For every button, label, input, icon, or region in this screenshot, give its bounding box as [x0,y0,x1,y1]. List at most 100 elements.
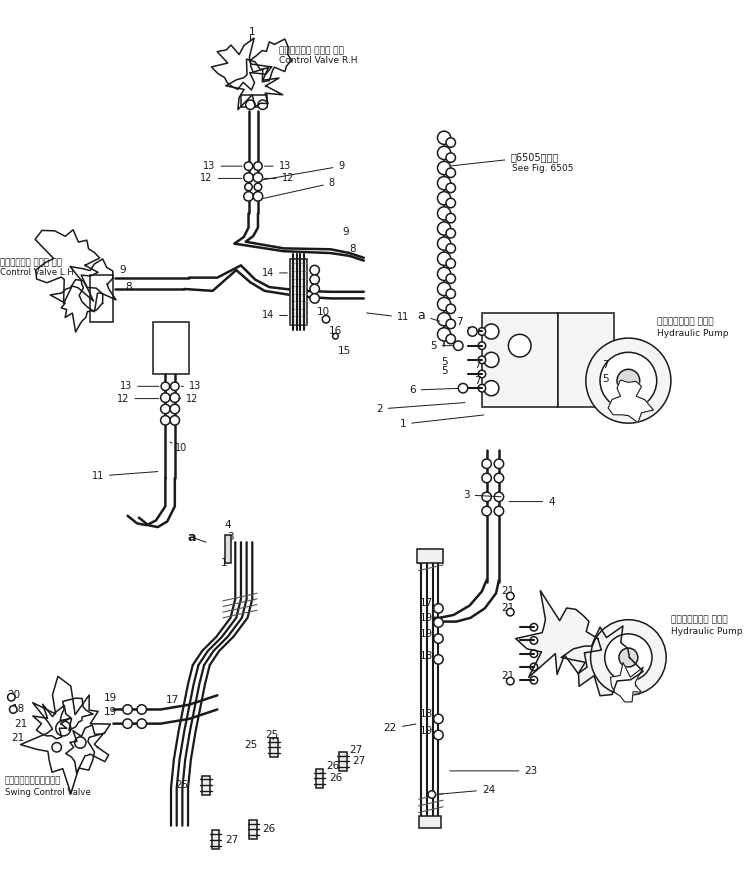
Text: 9: 9 [263,161,344,180]
Circle shape [619,648,638,667]
Circle shape [258,100,267,110]
Text: 7: 7 [474,360,481,369]
Circle shape [446,274,456,284]
Circle shape [446,259,456,268]
Circle shape [446,229,456,238]
Circle shape [484,353,499,368]
Text: 10: 10 [170,442,187,453]
Circle shape [244,162,252,170]
Text: 22: 22 [384,723,416,734]
Circle shape [459,384,468,392]
Circle shape [446,198,456,207]
Circle shape [468,327,477,336]
Text: 4: 4 [509,496,555,507]
Circle shape [428,790,436,798]
Circle shape [52,742,61,752]
Circle shape [434,618,443,627]
Circle shape [478,385,486,392]
Circle shape [161,392,170,402]
Bar [202,775,210,795]
Circle shape [438,268,450,281]
Text: 9: 9 [119,265,125,275]
Text: 19: 19 [104,707,117,718]
Text: 12: 12 [117,393,159,404]
Circle shape [10,705,17,713]
Polygon shape [226,59,282,110]
Circle shape [482,492,492,501]
Text: 18: 18 [11,704,25,714]
Polygon shape [50,280,103,332]
Circle shape [75,737,86,748]
Text: 26: 26 [329,773,342,783]
Circle shape [438,191,450,205]
Polygon shape [515,591,601,677]
Text: 1: 1 [400,415,484,429]
Text: 19: 19 [420,629,433,639]
Circle shape [434,603,443,613]
Text: 4: 4 [224,520,231,530]
Circle shape [137,719,146,728]
Text: 14: 14 [261,310,288,321]
Text: 7: 7 [602,360,609,369]
Polygon shape [211,38,271,90]
Circle shape [434,730,443,740]
Text: Control Valve R.H: Control Valve R.H [279,56,357,65]
Circle shape [434,633,443,643]
Text: 7: 7 [456,317,470,328]
Text: 26: 26 [263,825,276,835]
Text: 26: 26 [320,761,339,773]
Text: 21: 21 [500,587,514,596]
Text: 21: 21 [11,733,25,742]
Text: 12: 12 [179,393,199,404]
Circle shape [530,624,538,631]
Circle shape [137,704,146,714]
Text: コントロール バルブ 左側: コントロール バルブ 左側 [0,258,62,267]
Circle shape [170,382,179,391]
Text: 21: 21 [14,719,28,728]
Circle shape [170,416,179,425]
Text: 25: 25 [176,780,189,790]
Circle shape [7,694,15,701]
Circle shape [591,619,666,696]
Circle shape [253,173,263,183]
Polygon shape [66,725,108,773]
Circle shape [438,222,450,235]
Text: 8: 8 [262,178,335,198]
Text: a: a [187,531,196,544]
Circle shape [617,369,639,392]
Circle shape [506,677,514,685]
Circle shape [530,650,538,657]
Circle shape [482,506,492,516]
Circle shape [506,609,514,616]
Circle shape [244,173,253,183]
Circle shape [484,381,499,396]
Bar [90,275,114,322]
Text: 5: 5 [441,366,448,377]
Circle shape [322,315,329,323]
Text: 7: 7 [474,376,481,385]
Circle shape [530,637,538,644]
Text: 18: 18 [420,709,433,719]
Text: 2: 2 [376,402,465,414]
Text: 19: 19 [420,613,433,623]
Circle shape [478,342,486,349]
Text: 6: 6 [409,385,460,395]
Circle shape [495,459,503,469]
Circle shape [495,492,503,501]
Polygon shape [61,698,93,730]
Circle shape [254,183,261,190]
Text: 3: 3 [227,532,233,542]
Text: 25: 25 [244,741,257,750]
Text: 5: 5 [430,341,453,351]
Polygon shape [610,663,643,702]
Bar [417,548,443,563]
Text: a: a [418,309,439,322]
Circle shape [446,289,456,299]
Polygon shape [21,676,111,794]
Circle shape [482,473,492,483]
Text: Hydraulic Pump: Hydraulic Pump [657,329,728,338]
Circle shape [310,275,320,284]
Circle shape [478,328,486,335]
Circle shape [123,704,132,714]
Text: 16: 16 [329,327,342,337]
